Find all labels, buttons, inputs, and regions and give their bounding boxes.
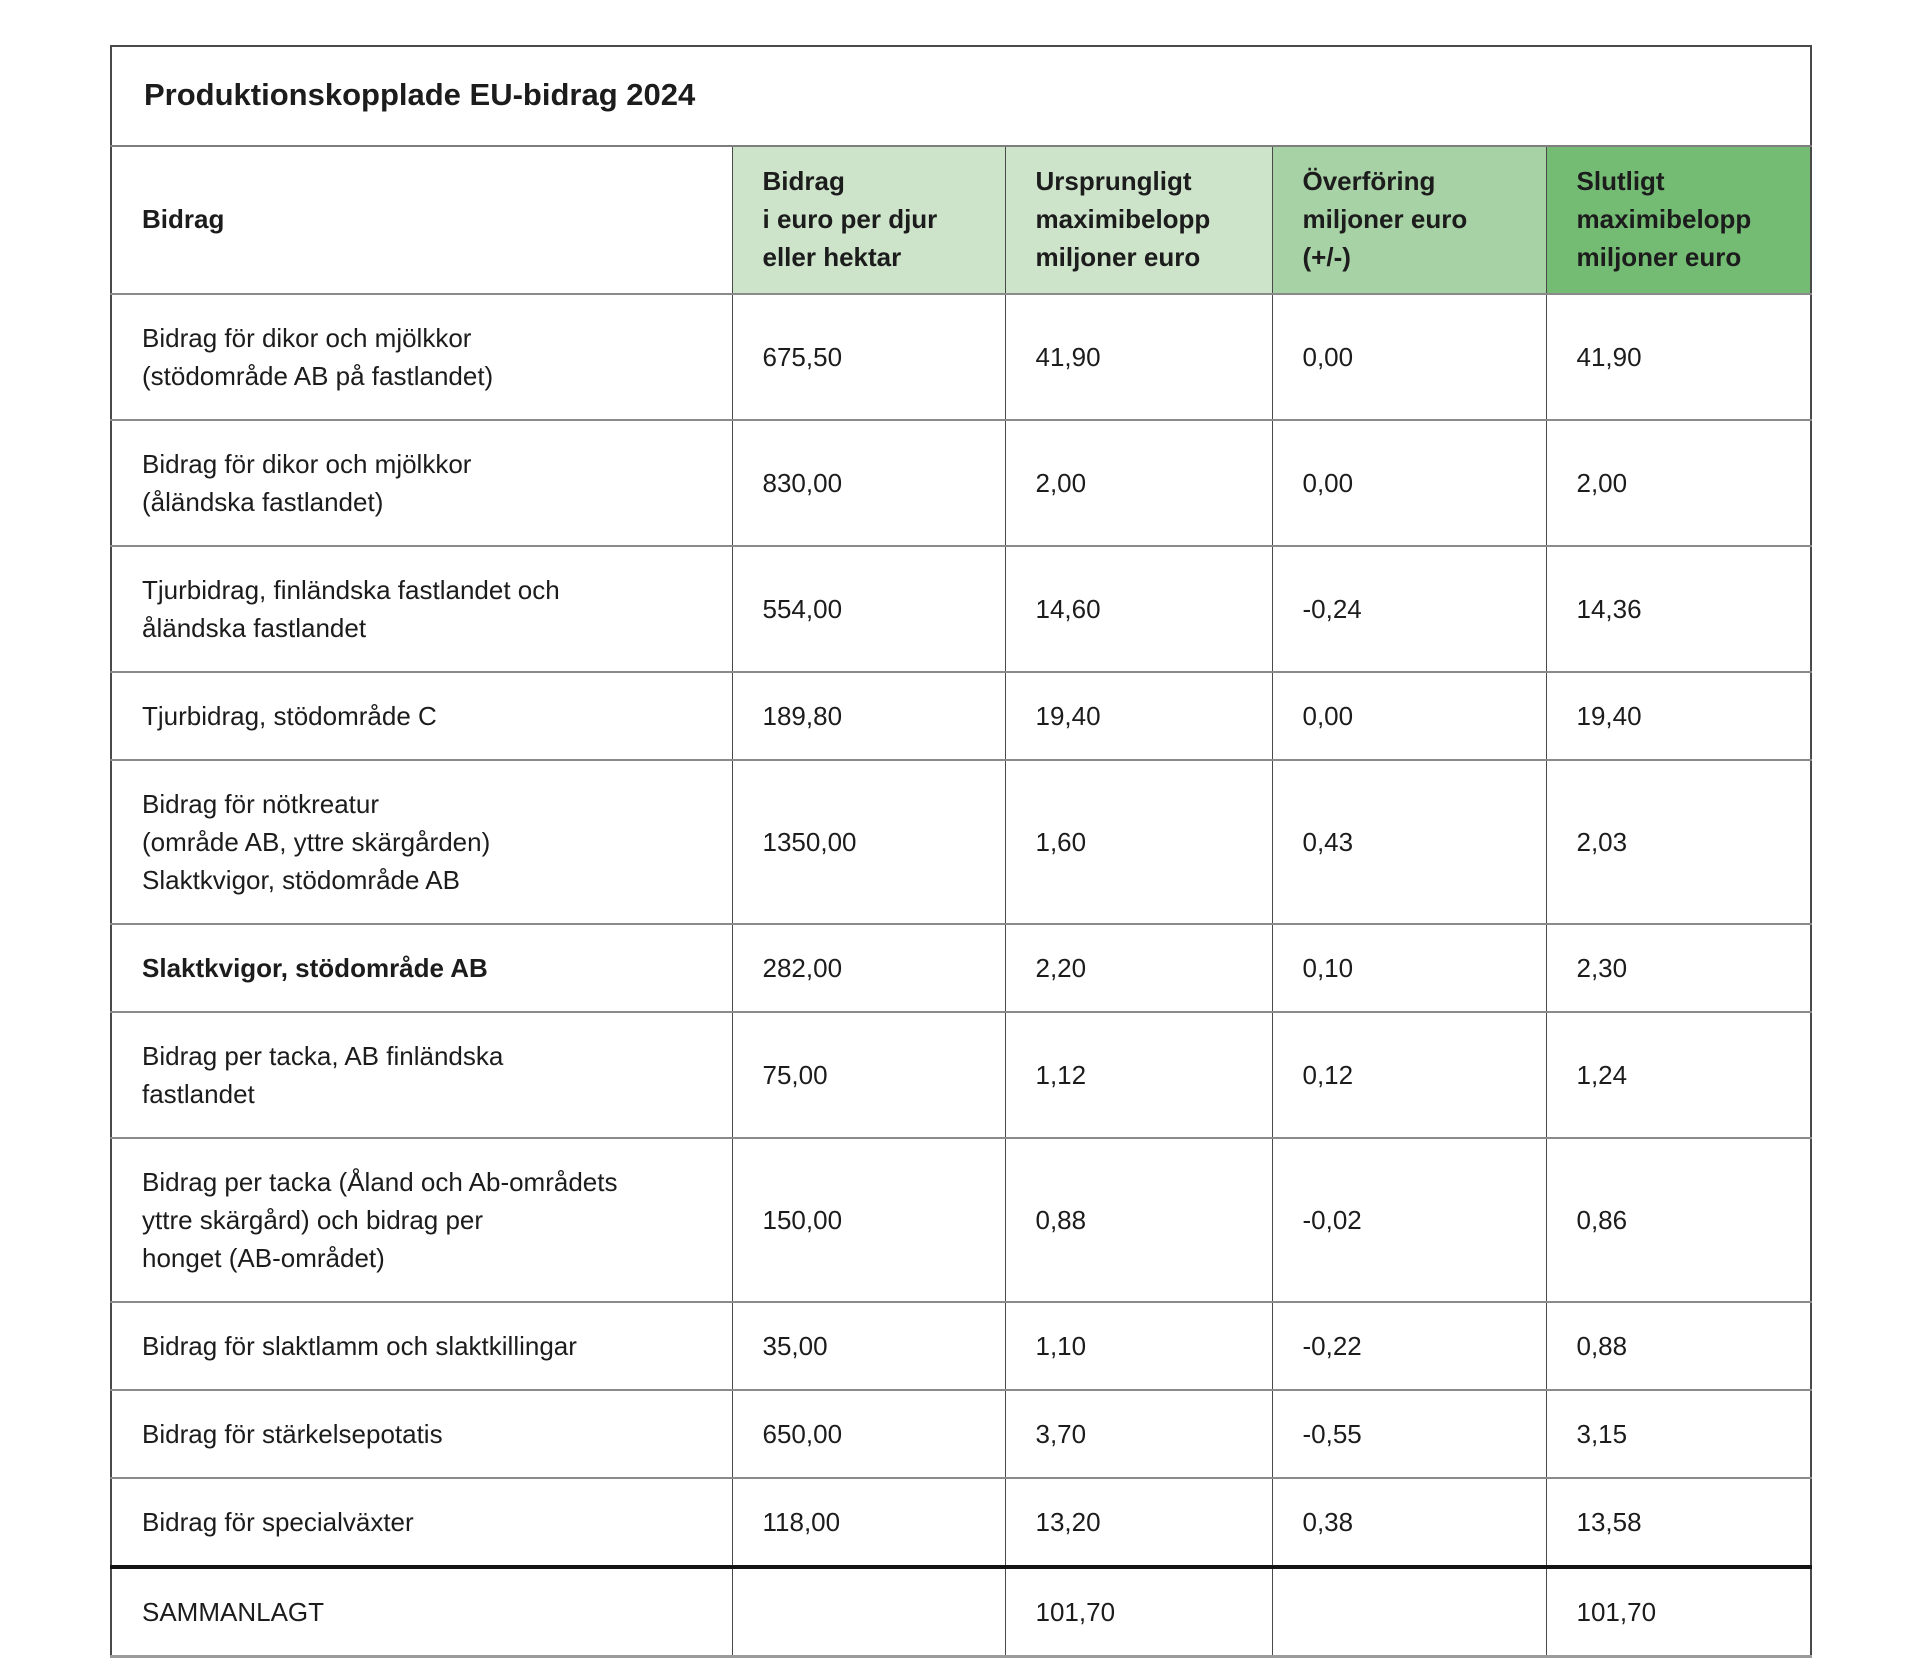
value-cell: 2,03 xyxy=(1545,759,1812,924)
row-label: Bidrag för dikor och mjölkkor (stödområd… xyxy=(111,293,732,420)
row-label: Tjurbidrag, stödområde C xyxy=(111,671,732,760)
total-value-cell: 101,70 xyxy=(1004,1565,1272,1657)
column-header-euro-per-djur-eller-hektar: Bidrag i euro per djur eller hektar xyxy=(731,146,1005,295)
value-cell: 0,10 xyxy=(1271,923,1546,1012)
value-cell: 2,30 xyxy=(1545,923,1812,1012)
value-cell: 1350,00 xyxy=(731,759,1005,924)
table-row: Bidrag för dikor och mjölkkor (stödområd… xyxy=(111,293,1812,420)
total-value-cell xyxy=(731,1565,1005,1657)
value-cell: -0,22 xyxy=(1271,1301,1546,1390)
value-cell: 1,12 xyxy=(1004,1011,1272,1138)
value-cell: 150,00 xyxy=(731,1137,1005,1302)
value-cell: 650,00 xyxy=(731,1389,1005,1478)
value-cell: 554,00 xyxy=(731,545,1005,672)
column-header-bidrag: Bidrag xyxy=(111,146,732,295)
row-label: Slaktkvigor, stödområde AB xyxy=(111,923,732,1012)
value-cell: 13,20 xyxy=(1004,1477,1272,1567)
value-cell: 830,00 xyxy=(731,419,1005,546)
value-cell: -0,24 xyxy=(1271,545,1546,672)
row-label: Bidrag för dikor och mjölkkor (åländska … xyxy=(111,419,732,546)
table-row: Slaktkvigor, stödområde AB 282,00 2,20 0,10… xyxy=(111,923,1812,1012)
column-header-ursprungligt-maximibelopp: Ursprungligt maximibelopp miljoner euro xyxy=(1004,146,1272,295)
row-label: Bidrag för slaktlamm och slaktkillingar xyxy=(111,1301,732,1390)
value-cell: 41,90 xyxy=(1004,293,1272,420)
value-cell: 14,36 xyxy=(1545,545,1812,672)
value-cell: 19,40 xyxy=(1004,671,1272,760)
value-cell: 1,60 xyxy=(1004,759,1272,924)
total-row: SAMMANLAGT 101,70 101,70 xyxy=(111,1565,1812,1657)
value-cell: 189,80 xyxy=(731,671,1005,760)
header-row: Bidrag Bidrag i euro per djur eller hekta… xyxy=(111,146,1812,295)
value-cell: 1,10 xyxy=(1004,1301,1272,1390)
value-cell: 1,24 xyxy=(1545,1011,1812,1138)
value-cell: -0,02 xyxy=(1271,1137,1546,1302)
table-row: Bidrag för specialväxter 118,00 13,20 0,38 1… xyxy=(111,1477,1812,1567)
value-cell: 75,00 xyxy=(731,1011,1005,1138)
table-row: Tjurbidrag, finländska fastlandet och ål… xyxy=(111,545,1812,672)
value-cell: 0,00 xyxy=(1271,671,1546,760)
row-label: Bidrag för nötkreatur (område AB, yttre … xyxy=(111,759,732,924)
table-row: Bidrag för dikor och mjölkkor (åländska … xyxy=(111,419,1812,546)
title-row: Produktionskopplade EU-bidrag 2024 xyxy=(111,46,1812,147)
table-row: Bidrag för stärkelsepotatis 650,00 3,70 -0,… xyxy=(111,1389,1812,1478)
table-title: Produktionskopplade EU-bidrag 2024 xyxy=(111,46,1812,147)
value-cell: 0,86 xyxy=(1545,1137,1812,1302)
total-value-cell: 101,70 xyxy=(1545,1565,1812,1657)
row-label: Bidrag för specialväxter xyxy=(111,1477,732,1567)
value-cell: 14,60 xyxy=(1004,545,1272,672)
column-header-overforing: Överföring miljoner euro (+/-) xyxy=(1271,146,1546,295)
table-row: Bidrag för slaktlamm och slaktkillingar 3… xyxy=(111,1301,1812,1390)
value-cell: 0,38 xyxy=(1271,1477,1546,1567)
value-cell: 0,00 xyxy=(1271,293,1546,420)
value-cell: 0,00 xyxy=(1271,419,1546,546)
value-cell: -0,55 xyxy=(1271,1389,1546,1478)
value-cell: 19,40 xyxy=(1545,671,1812,760)
value-cell: 675,50 xyxy=(731,293,1005,420)
value-cell: 41,90 xyxy=(1545,293,1812,420)
value-cell: 3,70 xyxy=(1004,1389,1272,1478)
table-row: Bidrag för nötkreatur (område AB, yttre … xyxy=(111,759,1812,924)
row-label: Bidrag per tacka (Åland och Ab-områdets … xyxy=(111,1137,732,1302)
value-cell: 0,12 xyxy=(1271,1011,1546,1138)
value-cell: 2,00 xyxy=(1545,419,1812,546)
row-label: Tjurbidrag, finländska fastlandet och ål… xyxy=(111,545,732,672)
value-cell: 13,58 xyxy=(1545,1477,1812,1567)
value-cell: 2,00 xyxy=(1004,419,1272,546)
subsidy-table: Produktionskopplade EU-bidrag 2024 Bidra… xyxy=(110,45,1813,1658)
column-header-slutligt-maximibelopp: Slutligt maximibelopp miljoner euro xyxy=(1545,146,1812,295)
total-label: SAMMANLAGT xyxy=(111,1565,732,1657)
row-label: Bidrag för stärkelsepotatis xyxy=(111,1389,732,1478)
value-cell: 0,43 xyxy=(1271,759,1546,924)
table-row: Bidrag per tacka (Åland och Ab-områdets … xyxy=(111,1137,1812,1302)
table-row: Bidrag per tacka, AB finländska fastland… xyxy=(111,1011,1812,1138)
value-cell: 3,15 xyxy=(1545,1389,1812,1478)
value-cell: 0,88 xyxy=(1545,1301,1812,1390)
page: Produktionskopplade EU-bidrag 2024 Bidra… xyxy=(110,45,1813,1658)
value-cell: 118,00 xyxy=(731,1477,1005,1567)
value-cell: 0,88 xyxy=(1004,1137,1272,1302)
value-cell: 282,00 xyxy=(731,923,1005,1012)
table-row: Tjurbidrag, stödområde C 189,80 19,40 0,00 1… xyxy=(111,671,1812,760)
row-label: Bidrag per tacka, AB finländska fastland… xyxy=(111,1011,732,1138)
value-cell: 35,00 xyxy=(731,1301,1005,1390)
total-value-cell xyxy=(1271,1565,1546,1657)
value-cell: 2,20 xyxy=(1004,923,1272,1012)
